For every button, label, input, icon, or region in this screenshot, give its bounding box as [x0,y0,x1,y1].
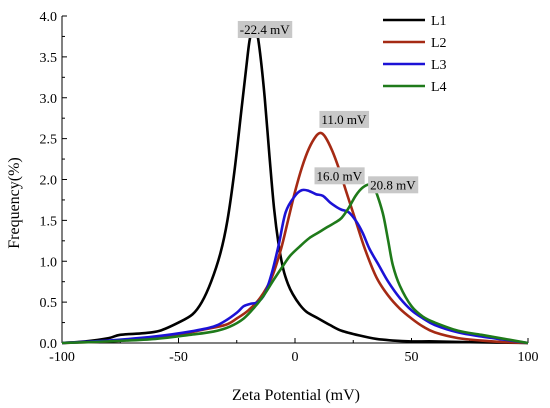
y-tick-label: 4.0 [40,10,58,25]
annotation-label: -22.4 mV [240,22,290,37]
peak-annotation: 20.8 mV [368,176,419,194]
annotation-box [237,20,293,38]
peak-annotation: -22.4 mV [237,20,293,38]
y-tick-label: 2.5 [40,133,58,148]
series-lines [61,25,529,345]
y-tick-label: 0.0 [40,337,58,352]
y-tick-label: 1.5 [40,214,58,229]
legend-item-l4: L4 [383,80,447,95]
x-tick-label: 100 [518,350,539,365]
x-axis-title: Zeta Potential (mV) [232,387,360,404]
legend-label: L2 [431,36,447,51]
series-line-l4 [61,183,529,345]
series-line-l2 [61,131,529,345]
y-tick-label: 3.5 [40,51,58,66]
annotation-label: 11.0 mV [321,112,367,127]
y-axis-title: Frequency(%) [6,157,23,249]
legend-label: L4 [431,80,447,95]
legend: L1 L2 L3 L4 [383,14,447,95]
y-tick-label: 3.0 [40,92,58,107]
x-tick-label: -100 [49,350,75,365]
peak-annotations: -22.4 mV 11.0 mV 16.0 mV 20.8 mV [237,20,419,194]
annotation-label: 16.0 mV [317,168,363,183]
peak-annotation: 16.0 mV [314,167,365,185]
y-tick-label: 0.5 [40,296,58,311]
axes-frame: -100 -50 0 50 100 0.0 0.5 1.0 1.5 2.0 2.5 3.0 3.5 4.0 [40,10,539,365]
annotation-box [314,167,365,185]
series-line-l1 [61,25,529,345]
y-tick-label: 1.0 [40,255,58,270]
x-tick-label: -50 [169,350,188,365]
series-line-l3 [61,188,529,345]
peak-annotation: 11.0 mV [319,110,370,128]
annotation-box [368,176,419,194]
legend-item-l2: L2 [383,36,447,51]
annotation-box [319,110,370,128]
y-tick-label: 2.0 [40,174,58,189]
legend-item-l1: L1 [383,14,447,29]
legend-label: L3 [431,58,447,73]
annotation-label: 20.8 mV [370,177,416,192]
x-tick-label: 0 [292,350,299,365]
x-tick-label: 50 [405,350,419,365]
legend-label: L1 [431,14,447,29]
legend-item-l3: L3 [383,58,447,73]
